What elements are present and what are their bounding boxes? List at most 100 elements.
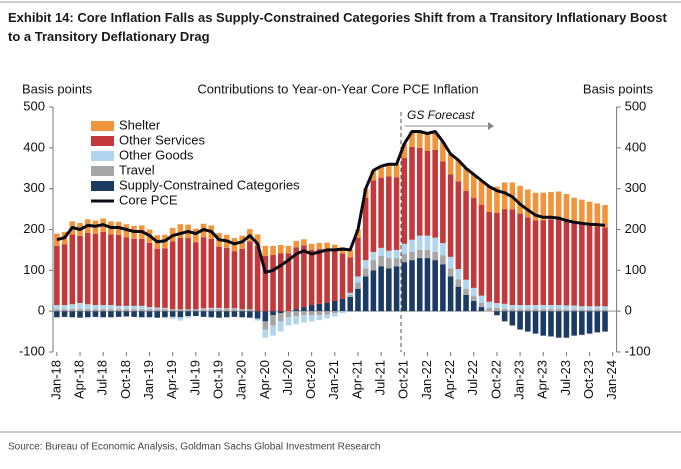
bar-segment [77, 236, 83, 303]
bar-segment [270, 254, 276, 312]
bar-segment [293, 316, 299, 325]
bar-segment [532, 311, 539, 334]
bar-segment [594, 226, 601, 307]
bar-segment [316, 315, 323, 321]
bar-segment [316, 303, 323, 312]
bar-segment [602, 205, 608, 228]
y-tick-label: 300 [23, 180, 45, 195]
bar-segment [162, 307, 168, 310]
bar-segment [455, 181, 462, 270]
bar-segment [69, 304, 76, 310]
legend-swatch [91, 151, 114, 161]
bar-segment [393, 258, 400, 267]
bar-segment [239, 311, 245, 318]
bar-segment [316, 242, 323, 250]
bar-segment [370, 270, 377, 312]
bar-segment [432, 131, 438, 150]
bar-segment [216, 309, 222, 312]
bar-segment [463, 190, 469, 280]
title-box: Exhibit 14: Core Inflation Falls as Supp… [8, 10, 667, 44]
annotation: GS Forecast [407, 108, 475, 122]
bar-segment [548, 309, 554, 312]
y-tick-label: 400 [23, 139, 45, 154]
bar-segment [540, 192, 547, 221]
y-tick-label: 100 [23, 262, 45, 277]
bar-segment [177, 309, 184, 312]
bar-segment [316, 249, 323, 304]
x-tick-label: Apr-21 [349, 360, 364, 399]
bar-segment [447, 268, 454, 277]
bar-segment [139, 309, 145, 312]
bar-segment [308, 315, 315, 322]
bar-segment [440, 242, 446, 256]
bar-segment [200, 308, 207, 310]
bar-segment [208, 307, 215, 310]
bar-segment [355, 276, 361, 283]
bar-segment [517, 305, 523, 310]
bar-segment [131, 309, 137, 312]
bar-segment [285, 317, 292, 326]
bar-segment [293, 309, 299, 312]
bar-segment [563, 309, 570, 312]
bar-segment [108, 311, 114, 318]
x-tick-label: Oct-20 [303, 360, 318, 399]
bar-segment [586, 306, 593, 310]
bar-segment [239, 309, 245, 312]
y-tick-label: -100 [19, 343, 45, 358]
x-tick-label: Jan-24 [604, 360, 619, 400]
bar-segment [463, 294, 469, 312]
chart-title: Contributions to Year-on-Year Core PCE I… [197, 81, 478, 96]
bar-segment [54, 309, 60, 312]
bar-segment [339, 298, 346, 312]
bar-segment [501, 311, 508, 322]
bar-segment [416, 131, 423, 148]
bar-segment [61, 309, 68, 312]
bar-segment [555, 309, 562, 312]
bar-segment [84, 304, 91, 310]
bar-segment [555, 311, 562, 338]
bar-segment [393, 164, 400, 178]
bar-segment [386, 164, 392, 177]
bar-segment [115, 311, 122, 317]
bar-segment [548, 219, 554, 306]
bar-segment [525, 311, 531, 332]
bar-segment [447, 256, 454, 269]
bar-segment [131, 305, 137, 310]
bar-segment [424, 258, 431, 312]
bar-segment [324, 303, 330, 312]
bar-segment [262, 329, 269, 338]
bar-segment [169, 311, 176, 317]
legend-swatch [91, 136, 114, 146]
bar-segment [447, 174, 454, 257]
y2-tick-label: 0 [625, 303, 632, 318]
bar-segment [123, 311, 130, 317]
title: Exhibit 14: Core Inflation Falls as Supp… [8, 10, 667, 44]
bar-segment [54, 245, 60, 306]
bar-segment [378, 177, 384, 248]
bar-segment [146, 309, 153, 312]
x-tick-label: Jan-23 [512, 360, 527, 400]
bar-segment [301, 315, 307, 323]
y-tick-label: 500 [23, 98, 45, 113]
bar-segment [579, 306, 585, 310]
bar-segment [77, 311, 83, 318]
x-tick-label: Jan-20 [234, 360, 249, 400]
bar-segment [486, 186, 492, 212]
bar-segment [478, 295, 485, 303]
bar-segment [193, 309, 199, 312]
bar-segment [470, 296, 477, 301]
bar-segment [108, 305, 114, 310]
bar-segment [579, 224, 585, 307]
x-tick-label: Oct-23 [581, 360, 596, 399]
bar-segment [440, 141, 446, 162]
bar-segment [548, 311, 554, 337]
bar-segment [177, 237, 184, 310]
y2-tick-label: -100 [625, 343, 651, 358]
bar-segment [602, 227, 608, 307]
bar-segment [169, 241, 176, 310]
bar-segment [393, 249, 400, 259]
bar-segment [216, 311, 222, 318]
bar-segment [177, 317, 184, 321]
bar-segment [525, 189, 531, 218]
x-tick-label: Apr-20 [257, 360, 272, 399]
